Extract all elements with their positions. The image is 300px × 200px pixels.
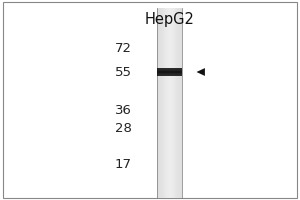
Bar <box>157 72 182 73</box>
Bar <box>157 73 182 74</box>
Bar <box>157 66 182 67</box>
Text: 17: 17 <box>115 158 132 170</box>
Text: 36: 36 <box>115 104 132 116</box>
Bar <box>176 8 177 198</box>
Bar <box>157 68 182 69</box>
Bar <box>171 8 172 198</box>
Bar <box>157 74 182 75</box>
Bar <box>163 8 164 198</box>
Bar <box>157 69 182 71</box>
Polygon shape <box>196 68 205 76</box>
Bar <box>157 72 182 73</box>
Text: 55: 55 <box>115 66 132 78</box>
Bar <box>157 76 182 77</box>
Bar <box>169 8 170 198</box>
Bar <box>157 76 182 77</box>
FancyBboxPatch shape <box>3 2 297 198</box>
Bar <box>159 8 160 198</box>
Bar <box>160 8 161 198</box>
Bar <box>173 8 174 198</box>
Bar <box>161 8 162 198</box>
Bar <box>169 8 170 198</box>
Bar <box>157 69 182 70</box>
Bar <box>157 73 182 75</box>
Bar <box>157 67 182 68</box>
Bar <box>168 8 169 198</box>
Text: 72: 72 <box>115 42 132 54</box>
Bar <box>180 8 181 198</box>
Bar <box>157 71 182 72</box>
Text: HepG2: HepG2 <box>145 12 194 27</box>
Bar <box>157 70 182 71</box>
Bar <box>170 8 171 198</box>
Bar <box>175 8 176 198</box>
Bar <box>158 8 159 198</box>
Bar <box>172 8 173 198</box>
Bar <box>157 77 182 78</box>
Bar <box>181 8 182 198</box>
Bar <box>157 68 182 69</box>
Bar <box>179 8 180 198</box>
Bar <box>167 8 168 198</box>
Bar <box>162 8 163 198</box>
Bar <box>157 68 182 76</box>
Bar <box>174 8 175 198</box>
Bar <box>157 75 182 76</box>
Bar <box>165 8 166 198</box>
Text: 28: 28 <box>115 121 132 134</box>
Bar <box>157 67 182 68</box>
Bar <box>177 8 178 198</box>
Bar <box>157 71 182 72</box>
Bar <box>164 8 165 198</box>
Bar <box>178 8 179 198</box>
Bar <box>157 75 182 76</box>
Bar <box>157 8 158 198</box>
Bar <box>166 8 167 198</box>
